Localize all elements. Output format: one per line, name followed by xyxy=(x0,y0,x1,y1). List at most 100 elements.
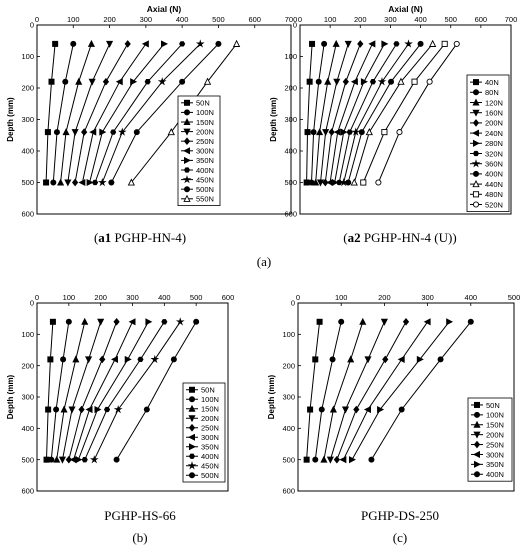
point-280N xyxy=(381,40,389,48)
point-360N xyxy=(404,39,413,48)
legend-marker xyxy=(183,156,191,164)
point-240N xyxy=(333,128,341,136)
legend-label: 100N xyxy=(201,395,219,404)
point-240N xyxy=(350,78,358,86)
legend-marker xyxy=(183,167,191,173)
point-50N xyxy=(312,356,319,363)
legend-marker xyxy=(473,401,480,408)
chart-4: 0 100 200 300 400 500 0 100 200 300 400 500 600 Depth… xyxy=(267,293,520,496)
x-tick-label: 0 xyxy=(35,293,39,302)
point-400N xyxy=(137,356,144,363)
legend-label: 250N xyxy=(201,424,219,433)
point-160N xyxy=(344,40,352,48)
point-450N xyxy=(195,39,205,48)
point-280N xyxy=(340,128,348,136)
point-400N xyxy=(144,79,151,85)
legend-marker xyxy=(472,98,480,106)
legend-label: 300N xyxy=(201,433,219,442)
x-tick-label: 500 xyxy=(212,15,225,24)
y-tick-label: 500 xyxy=(282,455,295,464)
series-line-160N xyxy=(320,43,349,183)
x-tick-label: 600 xyxy=(248,15,261,24)
point-250N xyxy=(402,317,410,326)
x-tick-label: 600 xyxy=(475,15,488,24)
legend-marker xyxy=(472,150,480,157)
x-axis-label: Axial (N) xyxy=(388,4,423,14)
point-300N xyxy=(115,78,123,86)
legend-marker xyxy=(188,396,195,403)
series-line-500N xyxy=(116,321,197,460)
chart-1: 0 100 200 300 400 500 600 700010020030040050060… xyxy=(6,4,297,219)
legend-label: 450N xyxy=(196,175,214,184)
y-tick-label: 400 xyxy=(282,424,295,433)
legend-label: 160N xyxy=(485,109,503,118)
legend-marker xyxy=(472,89,479,96)
point-150N xyxy=(60,405,68,413)
legend-marker xyxy=(472,180,480,188)
point-400N xyxy=(103,406,111,413)
point-150N xyxy=(320,455,328,463)
series-line-100N xyxy=(52,43,74,183)
y-axis-label: Depth (mm) xyxy=(6,374,15,419)
point-350N xyxy=(94,405,102,414)
x-tick-label: 300 xyxy=(140,15,153,24)
point-300N xyxy=(423,318,431,326)
legend-label: 400N xyxy=(196,166,214,175)
point-350N xyxy=(86,178,94,187)
y-tick-label: 300 xyxy=(21,115,34,124)
point-300N xyxy=(364,405,371,414)
point-400N xyxy=(368,456,375,463)
point-500N xyxy=(143,406,150,413)
legend-label: 550N xyxy=(196,195,214,204)
point-550N xyxy=(203,77,212,85)
legend-marker xyxy=(471,159,481,168)
legend-marker xyxy=(183,118,191,125)
caption-b-title: PGHP-HS-66 xyxy=(104,508,176,523)
series-line-320N xyxy=(338,43,397,183)
point-50N xyxy=(52,40,59,47)
point-300N xyxy=(128,318,136,326)
legend-label: 50N xyxy=(201,386,215,395)
point-200N xyxy=(64,179,72,187)
y-axis-label: Depth (mm) xyxy=(269,97,278,142)
legend-label: 350N xyxy=(486,460,504,469)
x-tick-label: 100 xyxy=(324,15,337,24)
legend-label: 320N xyxy=(485,149,503,158)
series-line-300N xyxy=(73,321,133,460)
point-350N xyxy=(416,355,424,363)
point-200N xyxy=(328,128,335,136)
point-50N xyxy=(43,179,50,186)
legend-marker xyxy=(183,99,190,106)
series-line-350N xyxy=(77,321,149,460)
series-line-100N xyxy=(50,321,70,460)
legend-marker xyxy=(183,147,191,155)
caption-a1: (a1 PGHP-HN-4) xyxy=(93,230,187,245)
y-tick-label: 400 xyxy=(21,424,34,433)
legend-label: 200N xyxy=(201,414,219,423)
legend-label: 350N xyxy=(201,443,219,452)
point-50N xyxy=(303,456,310,463)
point-200N xyxy=(85,356,93,364)
legend-marker xyxy=(188,433,196,441)
point-150N xyxy=(81,317,89,325)
point-480N xyxy=(381,129,388,136)
x-tick-label: 400 xyxy=(176,15,189,24)
point-320N xyxy=(336,179,343,186)
legend-label: 500N xyxy=(196,185,214,194)
point-100N xyxy=(70,40,77,47)
legend-label: 200N xyxy=(486,430,504,439)
point-400N xyxy=(81,457,88,463)
point-100N xyxy=(53,129,60,136)
series-line-450N xyxy=(93,321,181,460)
legend-label: 520N xyxy=(485,200,503,209)
point-150N xyxy=(62,128,70,136)
point-520N xyxy=(375,179,382,186)
legend-label: 40N xyxy=(485,78,499,87)
point-100N xyxy=(60,356,67,363)
point-160N xyxy=(333,78,341,86)
point-200N xyxy=(88,78,96,86)
point-50N xyxy=(49,318,56,325)
point-50N xyxy=(48,78,55,85)
point-250N xyxy=(81,128,88,136)
point-150N xyxy=(87,39,95,47)
